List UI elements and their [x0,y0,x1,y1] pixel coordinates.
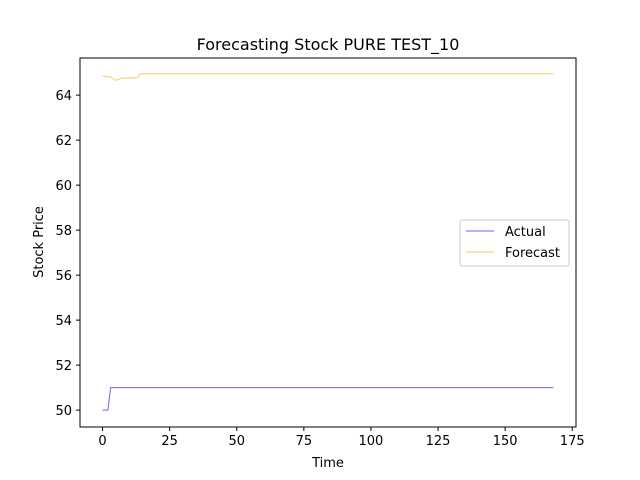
series-line-forecast [102,73,554,82]
x-tick-label: 175 [560,434,585,449]
series-line-actual [102,387,554,411]
x-tick-label: 50 [228,434,245,449]
legend-label-forecast: Forecast [505,246,560,261]
x-tick-label: 75 [296,434,313,449]
y-tick-label: 56 [55,269,72,284]
y-tick-label: 52 [55,359,72,374]
y-tick-label: 60 [55,179,72,194]
y-tick-label: 62 [55,134,72,149]
legend: Actual Forecast [459,219,570,267]
y-tick-label: 64 [55,89,72,104]
x-tick-label: 100 [359,434,384,449]
x-axis-ticks: 0 25 50 75 100 125 150 175 [98,427,585,449]
chart-title: Forecasting Stock PURE TEST_10 [197,35,460,55]
legend-label-actual: Actual [505,225,546,240]
plot-area [102,73,554,411]
y-tick-label: 54 [55,314,72,329]
y-tick-label: 58 [55,224,72,239]
x-tick-label: 25 [161,434,178,449]
x-tick-label: 0 [98,434,106,449]
y-axis-label: Stock Price [32,206,47,278]
y-axis-ticks: 50 52 54 56 58 60 62 64 [55,89,80,419]
x-tick-label: 125 [426,434,451,449]
y-tick-label: 50 [55,404,72,419]
plot-frame [79,57,577,428]
x-tick-label: 150 [493,434,518,449]
x-axis-label: Time [311,456,344,471]
